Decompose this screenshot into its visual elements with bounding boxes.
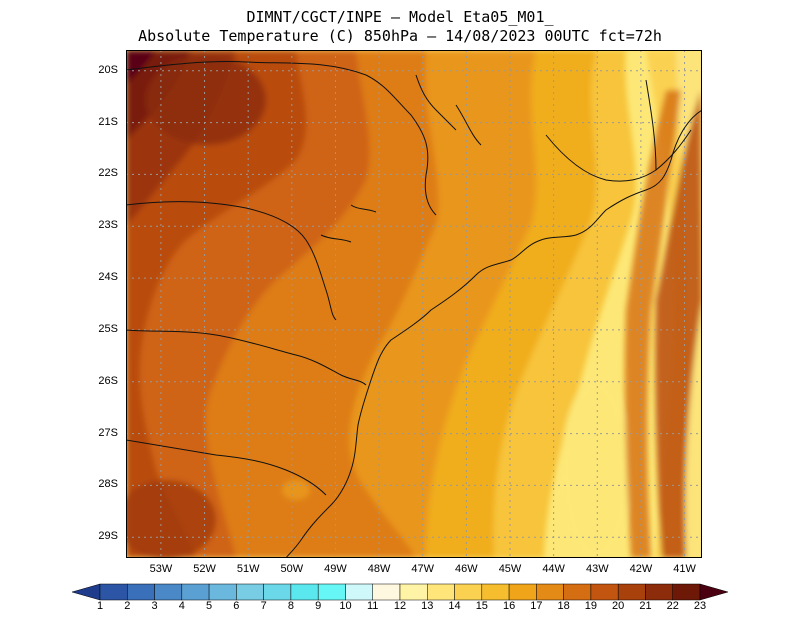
lon-tick-label: 51W — [236, 563, 260, 575]
colorbar-segment — [645, 583, 673, 601]
lat-tick-label: 23S — [98, 219, 118, 232]
colorbar-segment — [181, 583, 210, 601]
band-20 — [126, 50, 307, 558]
colorbar-tick-label: 9 — [315, 600, 322, 612]
lat-tick-label: 28S — [98, 478, 118, 491]
colorbar-tick-label: 21 — [639, 600, 652, 612]
colorbar-segment — [563, 583, 592, 601]
map-canvas — [126, 50, 702, 558]
lon-tick-label: 43W — [585, 563, 609, 575]
state-border-pr-sp — [126, 201, 337, 321]
colorbar — [71, 583, 729, 601]
colorbar-tick-label: 20 — [612, 600, 625, 612]
colorbar-tick-label: 11 — [367, 600, 379, 612]
colorbar-tick-label: 7 — [260, 600, 267, 612]
colorbar-segment — [99, 583, 128, 601]
colorbar-segment — [427, 583, 455, 601]
reservoir-1 — [415, 74, 457, 131]
colorbar-over-arrow — [699, 583, 729, 601]
state-border-es-mg — [645, 79, 657, 171]
colorbar-segment — [345, 583, 373, 601]
colorbar-segment — [263, 583, 292, 601]
lat-tick-label: 29S — [98, 530, 118, 543]
chart-title-line-2: Absolute Temperature (C) 850hPa – 14/08/… — [138, 27, 662, 45]
colorbar-segment — [672, 583, 701, 601]
warm-pocket-south — [126, 480, 216, 558]
colorbar-tick-label: 15 — [475, 600, 488, 612]
colorbar-tick-label: 6 — [233, 600, 240, 612]
lon-tick-label: 49W — [324, 563, 347, 575]
lon-tick-label: 53W — [149, 563, 173, 575]
state-border-rj-mg — [545, 129, 692, 182]
cool-pocket-offshore — [561, 380, 631, 558]
reservoir-3 — [320, 234, 352, 243]
colorbar-under-arrow — [71, 583, 101, 601]
lat-tick-label: 20S — [98, 63, 118, 76]
colorbar-tick-label: 12 — [393, 600, 407, 612]
lat-tick-label: 26S — [98, 374, 118, 387]
colorbar-tick-label: 18 — [557, 600, 570, 612]
colorbar-segment — [208, 583, 237, 601]
colorbar-tick-label: 5 — [206, 600, 213, 612]
state-border-rs-sc — [126, 439, 327, 496]
colorbar-segment — [536, 583, 564, 601]
graticule — [126, 50, 702, 558]
lat-tick-label: 21S — [98, 115, 118, 128]
band-20-east — [655, 90, 702, 558]
colorbar-tick-label: 22 — [666, 600, 679, 612]
band-19-east — [624, 90, 681, 558]
lon-tick-label: 45W — [498, 563, 522, 575]
lat-tick-label: 27S — [98, 426, 118, 439]
lon-tick-label: 50W — [280, 563, 304, 575]
lon-tick-label: 44W — [542, 563, 565, 575]
reservoir-4 — [350, 204, 377, 213]
colorbar-tick-label: 16 — [502, 600, 516, 612]
colorbar-segment — [508, 583, 537, 601]
temperature-map — [126, 50, 702, 558]
state-border-sc-pr — [126, 329, 367, 386]
state-border-sp-mg — [126, 61, 437, 216]
colorbar-segment — [590, 583, 619, 601]
colorbar-segment — [317, 583, 346, 601]
colorbar-tick-label: 23 — [693, 600, 707, 612]
band-23 — [126, 50, 156, 84]
lat-tick-label: 22S — [98, 167, 118, 180]
colorbar-segment — [399, 583, 428, 601]
lon-tick-label: 46W — [455, 563, 478, 575]
colorbar-tick-label: 2 — [124, 600, 131, 612]
boundaries — [126, 61, 702, 558]
warm-spot-laguna — [282, 480, 310, 500]
colorbar-tick-label: 13 — [421, 600, 434, 612]
lon-tick-label: 48W — [367, 563, 391, 575]
lat-tick-label: 25S — [98, 322, 118, 335]
lat-tick-label: 24S — [98, 271, 118, 284]
lon-tick-label: 42W — [629, 563, 653, 575]
colorbar-tick-label: 14 — [448, 600, 461, 612]
chart-title-line-1: DIMNT/CGCT/INPE – Model Eta05_M01_ — [246, 8, 554, 26]
colorbar-segment — [154, 583, 183, 601]
colorbar-tick-label: 3 — [151, 600, 158, 612]
reservoir-2 — [455, 104, 482, 146]
colorbar-segment — [127, 583, 155, 601]
reservoirs — [320, 74, 482, 243]
lon-tick-label: 41W — [673, 563, 696, 575]
lon-tick-label: 47W — [411, 563, 435, 575]
lon-tick-label: 52W — [193, 563, 216, 575]
colorbar-tick-label: 19 — [584, 600, 598, 612]
colorbar-segment — [290, 583, 319, 601]
colorbar-tick-label: 17 — [530, 600, 543, 612]
colorbar-segment — [617, 583, 646, 601]
colorbar-tick-label: 1 — [96, 600, 104, 612]
colorbar-segment — [481, 583, 510, 601]
colorbar-segment — [236, 583, 264, 601]
colorbar-tick-label: 8 — [287, 600, 294, 612]
colorbar-segment — [454, 583, 483, 601]
colorbar-tick-label: 10 — [339, 600, 352, 612]
colorbar-tick-label: 4 — [178, 600, 185, 612]
colorbar-segment — [372, 583, 401, 601]
coastline — [285, 109, 702, 558]
map-border — [126, 50, 702, 558]
